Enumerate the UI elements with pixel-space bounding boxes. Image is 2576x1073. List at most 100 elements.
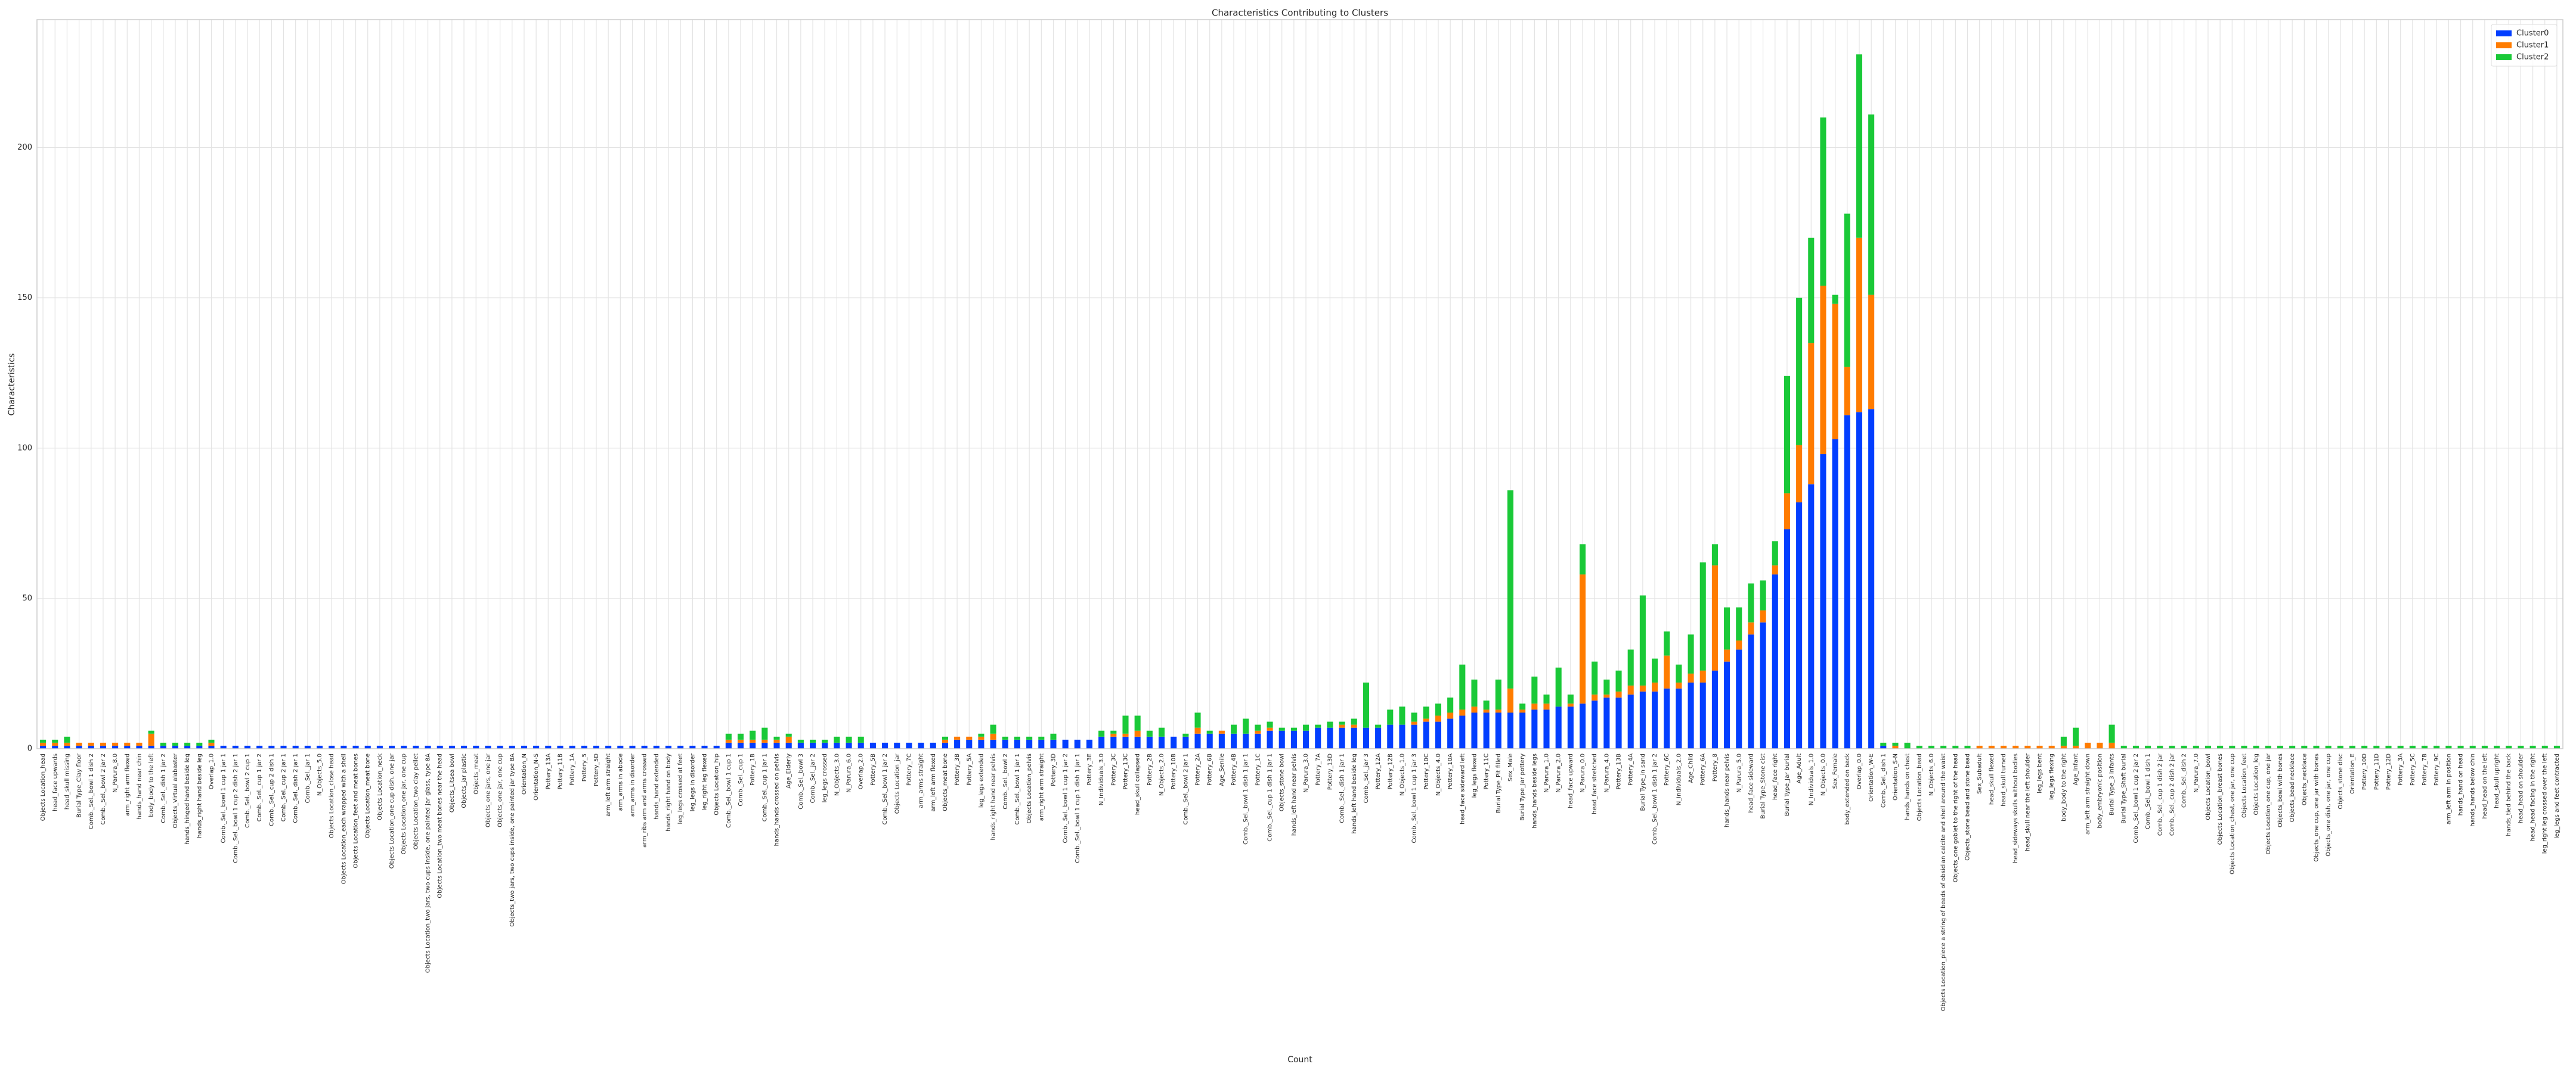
x-tick-label: Overlap_1.0: [208, 753, 215, 789]
x-tick-label: N_Individuals_2.0: [1676, 753, 1682, 805]
bar: [1603, 680, 1610, 695]
x-tick-label: Comb._Sel._bowl 1 cup 2 dish 2 jar 1: [233, 753, 239, 863]
x-tick-label: Burial Type_Jar pottery: [1519, 753, 1526, 821]
x-tick-label: arm_arms straight: [918, 753, 925, 808]
bar: [2169, 745, 2175, 749]
bar: [1194, 727, 1201, 734]
bar: [750, 730, 756, 740]
x-tick-label: Objects_stone disc: [2337, 753, 2344, 810]
x-tick-label: Objects Location_two meat bones near the…: [437, 753, 444, 898]
bar: [1146, 736, 1153, 749]
bar: [1543, 694, 1550, 704]
bar: [1699, 683, 1706, 749]
bar: [2109, 742, 2115, 749]
x-tick-label: Pottery_10A: [1447, 753, 1454, 790]
bar: [1231, 733, 1237, 749]
bar: [1772, 574, 1778, 749]
bar: [1844, 213, 1850, 367]
x-tick-label: Pottery_1A: [569, 753, 576, 786]
bar: [124, 742, 131, 746]
x-tick-label: Comb._Sel._bowl 1 jar 2: [882, 753, 888, 825]
bar: [1856, 54, 1863, 238]
x-tick-label: Comb._Sel._dish 2: [2181, 753, 2188, 808]
x-tick-label: arm_arms in disorder: [629, 753, 636, 817]
x-tick-label: Pottery_5A: [966, 753, 973, 786]
bar: [1952, 745, 1959, 749]
x-tick-label: Comb._Sel._bowl 2 jar 2: [100, 753, 107, 825]
bar: [64, 745, 70, 749]
bar: [2097, 742, 2103, 749]
x-tick-label: Objects Location_one jar, one cup: [401, 753, 407, 854]
bar: [1784, 493, 1790, 529]
x-tick-label: Comb._Sel._bowl 1 cup 1 jar 2: [1063, 753, 1069, 843]
bar: [280, 745, 287, 749]
y-tick-label: 100: [17, 444, 32, 452]
bar: [785, 742, 792, 749]
bar: [1639, 686, 1646, 692]
bar: [1567, 706, 1574, 749]
x-tick-label: arm_left arm straight: [605, 753, 612, 817]
x-tick-label: head_skull missing: [64, 753, 70, 810]
bar: [1760, 622, 1766, 749]
bar: [1315, 724, 1321, 728]
bar: [316, 745, 323, 749]
bar: [1664, 655, 1670, 689]
x-tick-label: N_Parura_0.0: [1580, 753, 1586, 793]
bar: [1158, 736, 1165, 749]
legend-label: Cluster0: [2516, 29, 2549, 38]
x-tick-label: Orientation_N: [521, 753, 528, 795]
bar: [1615, 691, 1622, 698]
x-tick-label: N_Parura_8.0: [112, 753, 119, 793]
y-axis-label: Characteristics: [7, 353, 17, 416]
bar: [232, 745, 239, 749]
bar: [1290, 727, 1297, 731]
x-tick-label: Pottery_10B: [1171, 753, 1177, 790]
bar: [773, 736, 780, 740]
bar: [1182, 733, 1189, 737]
bar: [1567, 694, 1574, 704]
bar: [918, 742, 924, 749]
bar: [1387, 709, 1394, 725]
x-tick-label: N_Objects_6.0: [1928, 753, 1935, 796]
x-tick-label: Burial Type_Stone cist: [1760, 753, 1767, 819]
x-tick-label: Comb._Sel._cup 1 jar 2: [256, 753, 263, 821]
x-tick-label: Comb._Sel._dish 2 jar 1: [293, 753, 299, 823]
bar: [1868, 294, 1875, 410]
x-tick-label: Objects_one jar, one cup: [497, 753, 504, 827]
x-tick-label: Comb._Sel._bowl 1 dish 2: [88, 753, 95, 829]
bar: [1399, 724, 1405, 749]
bar: [569, 745, 575, 749]
x-tick-label: Pottery_12B: [1387, 753, 1394, 790]
legend-label: Cluster2: [2516, 53, 2549, 62]
bar: [1664, 631, 1670, 656]
x-tick-label: Comb._Sel._bowl 3: [798, 753, 804, 810]
bar: [1387, 724, 1394, 749]
bar: [52, 745, 58, 749]
bar: [785, 736, 792, 743]
bar: [1627, 686, 1634, 695]
x-tick-label: Pottery_6A: [1700, 753, 1707, 786]
bar: [545, 745, 552, 749]
bar: [2229, 745, 2236, 749]
bar: [1483, 700, 1490, 710]
bar: [701, 745, 708, 749]
x-tick-label: Comb._Sel._cup 1: [738, 753, 744, 807]
bar: [1243, 733, 1249, 749]
x-tick-label: head_skull near the left shoulder: [2024, 753, 2031, 851]
bar: [857, 742, 864, 749]
x-tick-label: Comb._Sel._bowl 1 cup 2 jar 2: [2133, 753, 2140, 843]
bar: [2012, 745, 2019, 749]
bar: [1531, 709, 1538, 749]
bar: [1603, 694, 1610, 698]
bar: [2506, 745, 2512, 749]
bar: [1892, 742, 1899, 746]
x-tick-label: Objects Location_close head: [329, 753, 335, 838]
bar: [966, 736, 973, 740]
x-tick-label: Objects_necklace: [2301, 753, 2308, 805]
bar: [1483, 712, 1490, 749]
bar: [184, 742, 191, 746]
bar: [1856, 237, 1863, 413]
x-tick-label: Pottery_13C: [1123, 753, 1129, 790]
bar: [978, 739, 984, 749]
bar: [1579, 574, 1586, 704]
